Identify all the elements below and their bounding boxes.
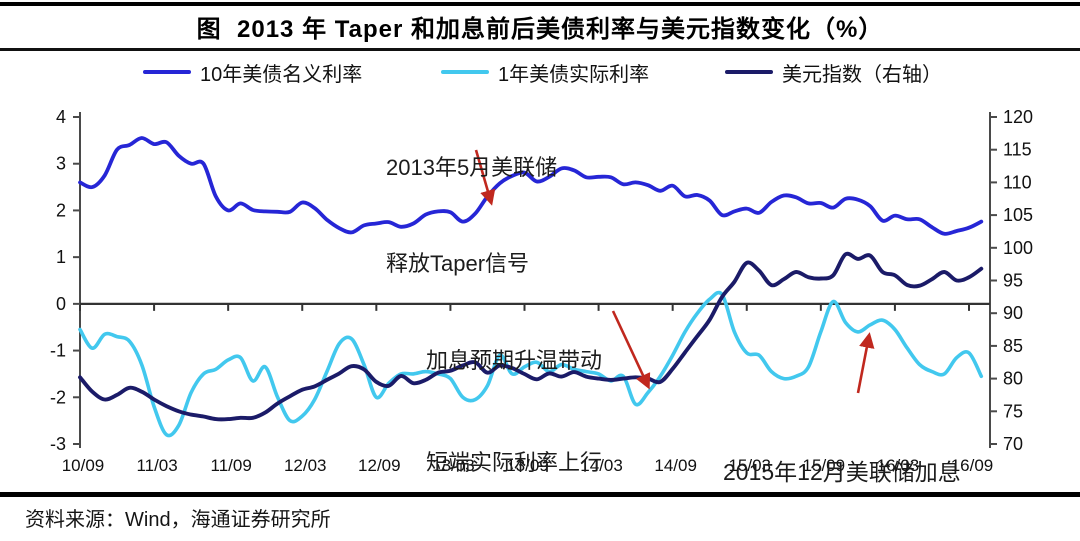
left-axis-tick-label: 0: [56, 294, 66, 314]
x-axis-tick-label: 15/03: [728, 456, 771, 475]
annotation-line: 释放Taper信号: [386, 251, 530, 276]
right-axis-tick-label: 80: [1003, 369, 1023, 389]
left-axis-tick-label: 1: [56, 247, 66, 267]
annotation-arrow-1: [611, 310, 651, 390]
series-line-2: [78, 251, 984, 422]
annotation-line: 短端实际利率上行: [426, 450, 603, 475]
x-axis-tick-label: 11/09: [211, 456, 252, 475]
annotation-line: 2015年12月美联储加息: [723, 459, 961, 485]
left-axis-tick-label: -1: [50, 341, 66, 361]
x-axis-tick-label: 15/09: [803, 456, 846, 475]
bottom-divider: [0, 492, 1080, 497]
source-note: 资料来源：Wind，海通证券研究所: [25, 509, 331, 531]
x-axis-tick-label: 12/09: [358, 456, 401, 475]
right-axis-tick-label: 105: [1003, 205, 1033, 225]
right-axis-tick-label: 110: [1003, 172, 1032, 192]
x-axis-tick-label: 14/03: [580, 456, 623, 475]
x-axis-tick-label: 13/09: [506, 456, 549, 475]
series-line-0: [78, 136, 984, 236]
x-axis-tick-label: 16/03: [877, 456, 920, 475]
legend-label: 1年美债实际利率: [498, 63, 650, 86]
left-axis-tick-label: -2: [50, 387, 66, 407]
right-axis-tick-label: 120: [1003, 107, 1033, 127]
legend-item-1y-real: 1年美债实际利率: [441, 59, 650, 86]
left-axis-tick-label: 4: [56, 107, 66, 127]
legend-line-swatch-blue: [143, 70, 191, 74]
right-axis-tick-label: 85: [1003, 336, 1023, 356]
annotation-hike-expectation: 加息预期升温带动 短端实际利率上行: [426, 276, 602, 541]
x-axis-tick-label: 13/03: [432, 456, 475, 475]
legend-line-swatch-navy: [725, 70, 773, 74]
annotation-arrow-0: [474, 149, 496, 206]
chart-title: 图 2013 年 Taper 和加息前后美债利率与美元指数变化（%）: [196, 16, 884, 43]
annotation-arrow-2: [856, 332, 875, 394]
annotation-line: 加息预期升温带动: [426, 348, 603, 373]
legend-line-swatch-cyan: [441, 70, 489, 74]
right-axis-tick-label: 95: [1003, 271, 1023, 291]
right-axis-tick-label: 75: [1003, 401, 1023, 421]
left-axis-tick-label: 3: [56, 154, 66, 174]
title-divider: [0, 48, 1080, 51]
left-axis-tick-label: -3: [50, 434, 66, 454]
legend-label: 美元指数（右轴）: [782, 63, 942, 86]
x-axis-tick-label: 11/03: [136, 456, 177, 475]
right-axis-tick-label: 70: [1003, 434, 1023, 454]
legend-label: 10年美债名义利率: [200, 63, 363, 86]
top-divider: [0, 2, 1080, 6]
x-axis-tick-label: 16/09: [951, 456, 994, 475]
annotation-taper-signal: 2013年5月美联储 释放Taper信号: [386, 88, 557, 344]
right-axis-tick-label: 115: [1003, 140, 1032, 160]
legend-item-usd-index: 美元指数（右轴）: [725, 59, 942, 86]
series-line-1: [78, 290, 984, 438]
left-axis-tick-label: 2: [56, 200, 66, 220]
x-axis-tick-label: 10/09: [62, 456, 105, 475]
legend-item-10y-nominal: 10年美债名义利率: [143, 59, 363, 86]
right-axis-tick-label: 90: [1003, 303, 1023, 323]
right-axis-tick-label: 100: [1003, 238, 1033, 258]
annotation-line: 2013年5月美联储: [386, 155, 558, 180]
x-axis-tick-label: 12/03: [284, 456, 327, 475]
annotation-dec2015-hike: 2015年12月美联储加息: [723, 392, 961, 541]
x-axis-tick-label: 14/09: [654, 456, 697, 475]
